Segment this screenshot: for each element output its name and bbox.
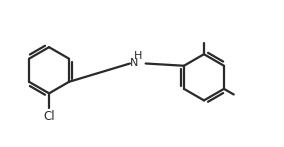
Text: Cl: Cl: [43, 110, 55, 123]
Text: N: N: [130, 58, 139, 68]
Text: H: H: [133, 51, 142, 61]
